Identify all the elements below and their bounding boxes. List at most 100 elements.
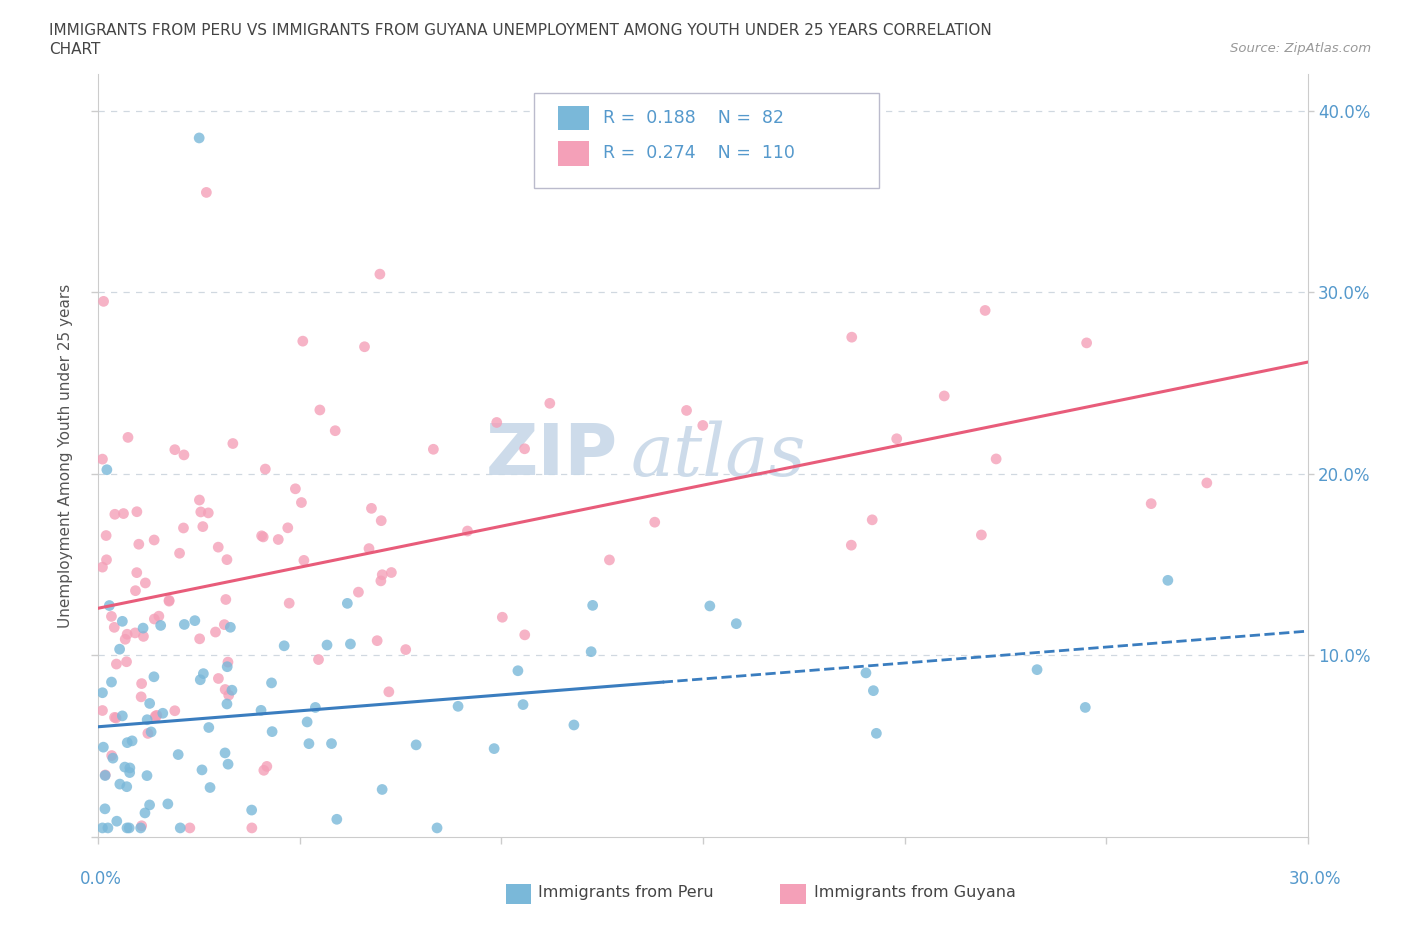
Point <box>190 504 212 519</box>
Point <box>491 610 513 625</box>
Point <box>198 720 221 735</box>
Point <box>93 739 115 754</box>
Point <box>1026 662 1049 677</box>
Point <box>167 747 190 762</box>
Point <box>118 765 141 780</box>
Text: Immigrants from Peru: Immigrants from Peru <box>538 885 714 900</box>
Point <box>1195 475 1218 490</box>
Point <box>214 746 236 761</box>
Point <box>179 820 201 835</box>
Point <box>339 636 361 651</box>
Point <box>157 593 180 608</box>
Point <box>482 741 505 756</box>
Text: Immigrants from Guyana: Immigrants from Guyana <box>814 885 1017 900</box>
Point <box>108 777 131 791</box>
Point <box>217 655 239 670</box>
Point <box>105 814 128 829</box>
Point <box>974 303 997 318</box>
Point <box>240 820 263 835</box>
Point <box>380 565 402 580</box>
Point <box>240 803 263 817</box>
Point <box>145 709 167 724</box>
Point <box>692 418 714 432</box>
Point <box>101 751 124 765</box>
Point <box>357 541 380 556</box>
Point <box>142 670 165 684</box>
Point <box>215 697 238 711</box>
Text: 30.0%: 30.0% <box>1288 870 1341 888</box>
Point <box>304 700 326 715</box>
Point <box>254 461 277 476</box>
Point <box>221 683 243 698</box>
Point <box>198 780 221 795</box>
Point <box>218 688 240 703</box>
Point <box>217 757 239 772</box>
Point <box>188 631 211 646</box>
Point <box>378 684 401 699</box>
Point <box>839 538 862 552</box>
Point <box>292 553 315 568</box>
Point <box>188 672 211 687</box>
Point <box>197 505 219 520</box>
Point <box>250 703 273 718</box>
Point <box>105 657 128 671</box>
Point <box>207 671 229 686</box>
Point <box>513 442 536 457</box>
Point <box>260 675 283 690</box>
Point <box>143 612 166 627</box>
Point <box>217 659 239 674</box>
Y-axis label: Unemployment Among Youth under 25 years: Unemployment Among Youth under 25 years <box>58 284 73 628</box>
Point <box>485 415 508 430</box>
Point <box>256 759 278 774</box>
Point <box>134 805 156 820</box>
Point <box>598 552 620 567</box>
Text: IMMIGRANTS FROM PERU VS IMMIGRANTS FROM GUYANA UNEMPLOYMENT AMONG YOUTH UNDER 25: IMMIGRANTS FROM PERU VS IMMIGRANTS FROM … <box>49 23 993 38</box>
Point <box>219 619 242 634</box>
Point <box>886 432 908 446</box>
Point <box>513 628 536 643</box>
Point <box>173 617 195 631</box>
Point <box>191 763 214 777</box>
Point <box>111 709 134 724</box>
Point <box>121 734 143 749</box>
Point <box>841 330 863 345</box>
Point <box>136 768 159 783</box>
Point <box>207 539 229 554</box>
Point <box>103 620 125 635</box>
Point <box>117 736 139 751</box>
Point <box>308 403 330 418</box>
Point <box>173 447 195 462</box>
Point <box>1157 573 1180 588</box>
Point <box>132 620 155 635</box>
Point <box>984 451 1007 466</box>
Point <box>644 514 666 529</box>
Point <box>138 696 160 711</box>
Point <box>96 552 118 567</box>
Point <box>562 718 585 733</box>
Point <box>191 519 214 534</box>
Text: CHART: CHART <box>49 42 101 57</box>
Point <box>579 644 602 659</box>
Point <box>222 436 245 451</box>
Point <box>104 507 127 522</box>
Point <box>145 710 167 724</box>
Point <box>112 506 135 521</box>
Point <box>96 462 118 477</box>
Point <box>290 495 312 510</box>
Point <box>129 689 152 704</box>
Point <box>512 698 534 712</box>
Point <box>138 798 160 813</box>
Point <box>368 267 391 282</box>
Point <box>124 626 146 641</box>
Point <box>278 596 301 611</box>
Point <box>169 820 191 835</box>
Point <box>405 737 427 752</box>
Point <box>124 583 146 598</box>
Text: Source: ZipAtlas.com: Source: ZipAtlas.com <box>1230 42 1371 55</box>
Point <box>262 724 284 739</box>
Point <box>277 521 299 536</box>
Point <box>91 560 114 575</box>
Point <box>132 629 155 644</box>
Point <box>125 565 148 580</box>
Point <box>353 339 375 354</box>
